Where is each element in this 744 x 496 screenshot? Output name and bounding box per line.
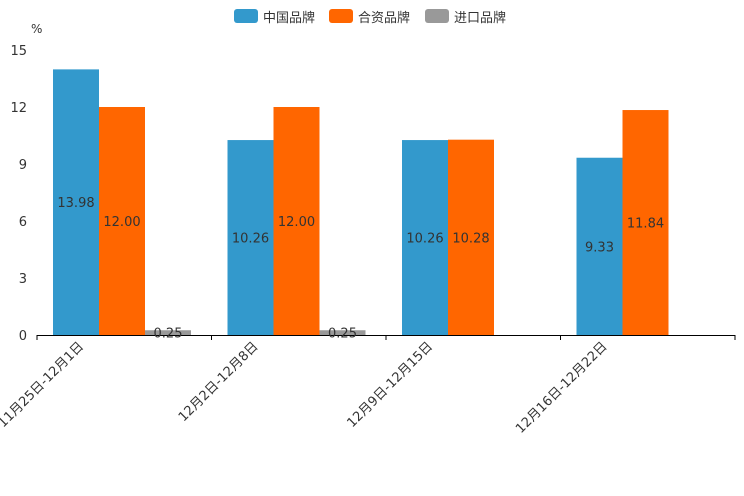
legend-item-jv[interactable]: 合资品牌	[329, 6, 410, 26]
legend-item-import[interactable]: 进口品牌	[425, 6, 506, 26]
data-label: 0.25	[154, 327, 183, 342]
legend-label: 进口品牌	[454, 10, 507, 26]
data-label: 10.26	[232, 232, 269, 247]
legend-label: 中国品牌	[263, 10, 316, 26]
bar-domestic[interactable]	[402, 140, 448, 335]
legend: 中国品牌 合资品牌 进口品牌	[0, 6, 744, 26]
bar-domestic[interactable]	[53, 69, 99, 335]
bar-import[interactable]	[145, 330, 191, 335]
bar-domestic[interactable]	[576, 157, 623, 335]
y-tick-label: 12	[10, 101, 27, 116]
data-label: 12.00	[278, 215, 315, 230]
bar-jv[interactable]	[448, 139, 494, 335]
data-label: 12.00	[103, 215, 140, 230]
x-tick-label: 11月25日-12月1日	[0, 339, 87, 431]
legend-swatch	[425, 9, 449, 23]
data-label: 10.26	[406, 232, 443, 247]
legend-label: 合资品牌	[358, 10, 411, 26]
y-tick-label: 0	[19, 329, 27, 344]
data-label: 11.84	[627, 217, 664, 232]
data-label: 13.98	[57, 196, 94, 211]
y-tick-label: 3	[19, 272, 27, 287]
x-tick-label: 12月16日-12月22日	[513, 339, 610, 436]
legend-swatch	[329, 9, 353, 23]
x-tick-label: 12月2日-12月8日	[176, 339, 262, 425]
bar-domestic[interactable]	[227, 140, 274, 335]
legend-swatch	[234, 9, 258, 23]
data-label: 9.33	[585, 240, 614, 255]
bar-jv[interactable]	[273, 107, 320, 335]
y-tick-label: 9	[19, 158, 27, 173]
legend-item-domestic[interactable]: 中国品牌	[234, 6, 315, 26]
bar-jv[interactable]	[622, 110, 669, 335]
data-label: 0.25	[328, 327, 357, 342]
y-axis-label: %	[31, 22, 42, 36]
bar-import[interactable]	[319, 330, 366, 335]
y-tick-label: 6	[19, 215, 27, 230]
y-tick-label: 15	[10, 44, 27, 59]
data-label: 10.28	[452, 231, 489, 246]
x-tick-label: 12月9日-12月15日	[344, 339, 436, 431]
bar-jv[interactable]	[99, 107, 145, 335]
